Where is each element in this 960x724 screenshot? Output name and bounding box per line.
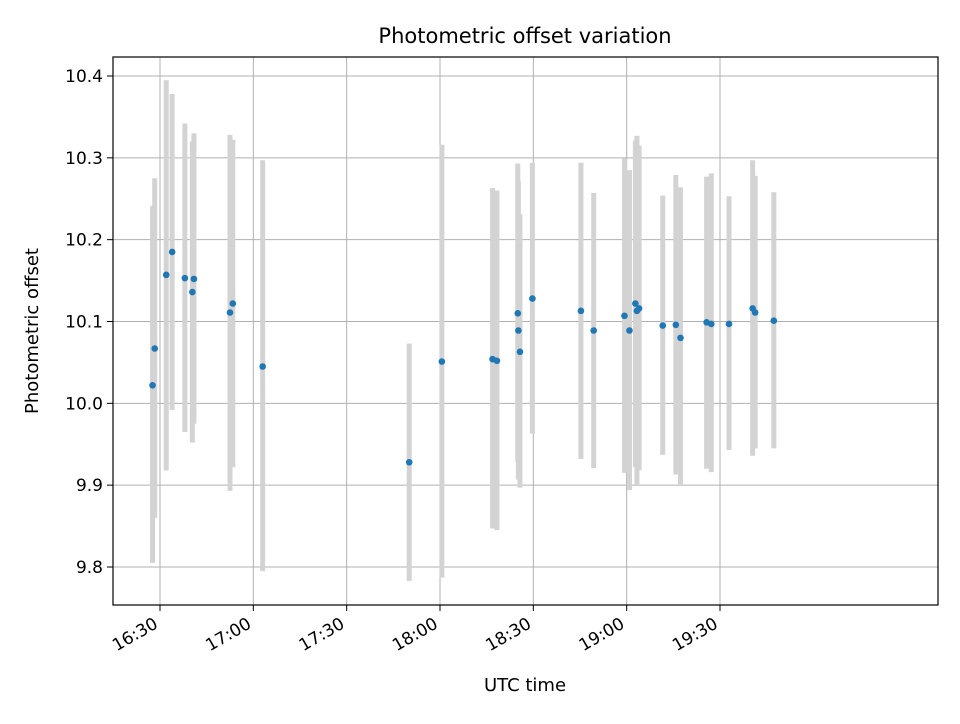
data-point [182,275,189,282]
chart: 16:30 17:00 17:30 18:00 18:30 19:00 19:30 9.89… [0,0,960,720]
data-point [517,348,524,355]
data-point [149,382,156,389]
data-point [677,335,684,342]
data-point [726,321,733,328]
data-point [227,309,234,316]
data-point [626,327,633,334]
y-tick-label: 10.2 [65,231,103,251]
data-point [163,272,170,279]
data-point [259,363,266,370]
data-point [578,308,585,315]
data-point [406,459,413,466]
data-point [439,358,446,365]
chart-background [0,0,960,720]
data-point [621,312,628,319]
data-point [494,357,501,364]
data-point [189,289,196,296]
data-point [230,300,237,307]
data-point [151,345,158,352]
data-point [752,309,759,316]
data-point [636,305,643,312]
data-point [771,317,778,324]
data-point [515,327,522,334]
data-point [659,322,666,329]
y-tick-label: 9.9 [76,476,103,496]
data-point [191,276,198,283]
y-tick-label: 9.8 [76,558,103,578]
data-point [514,310,521,317]
x-axis-title: UTC time [484,675,566,696]
y-tick-label: 10.3 [65,149,103,169]
y-axis-title: Photometric offset [22,248,43,414]
chart-title: Photometric offset variation [378,24,671,48]
data-point [708,321,715,328]
y-tick-label: 10.0 [65,394,103,414]
y-tick-label: 10.4 [65,67,103,87]
data-point [590,327,597,334]
data-point [169,249,176,256]
data-point [673,321,680,328]
data-point [529,295,536,302]
y-tick-label: 10.1 [65,313,103,333]
